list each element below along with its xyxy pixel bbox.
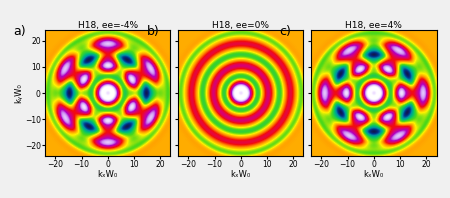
- Title: H18, ee=0%: H18, ee=0%: [212, 21, 269, 30]
- Title: H18, ee=4%: H18, ee=4%: [345, 21, 402, 30]
- Text: a): a): [14, 25, 26, 38]
- Text: c): c): [279, 25, 292, 38]
- Title: H18, ee=-4%: H18, ee=-4%: [78, 21, 138, 30]
- X-axis label: kₓW₀: kₓW₀: [98, 170, 118, 179]
- X-axis label: kₓW₀: kₓW₀: [364, 170, 384, 179]
- Y-axis label: kᵧW₀: kᵧW₀: [14, 83, 23, 103]
- Text: b): b): [147, 25, 159, 38]
- X-axis label: kₓW₀: kₓW₀: [230, 170, 251, 179]
